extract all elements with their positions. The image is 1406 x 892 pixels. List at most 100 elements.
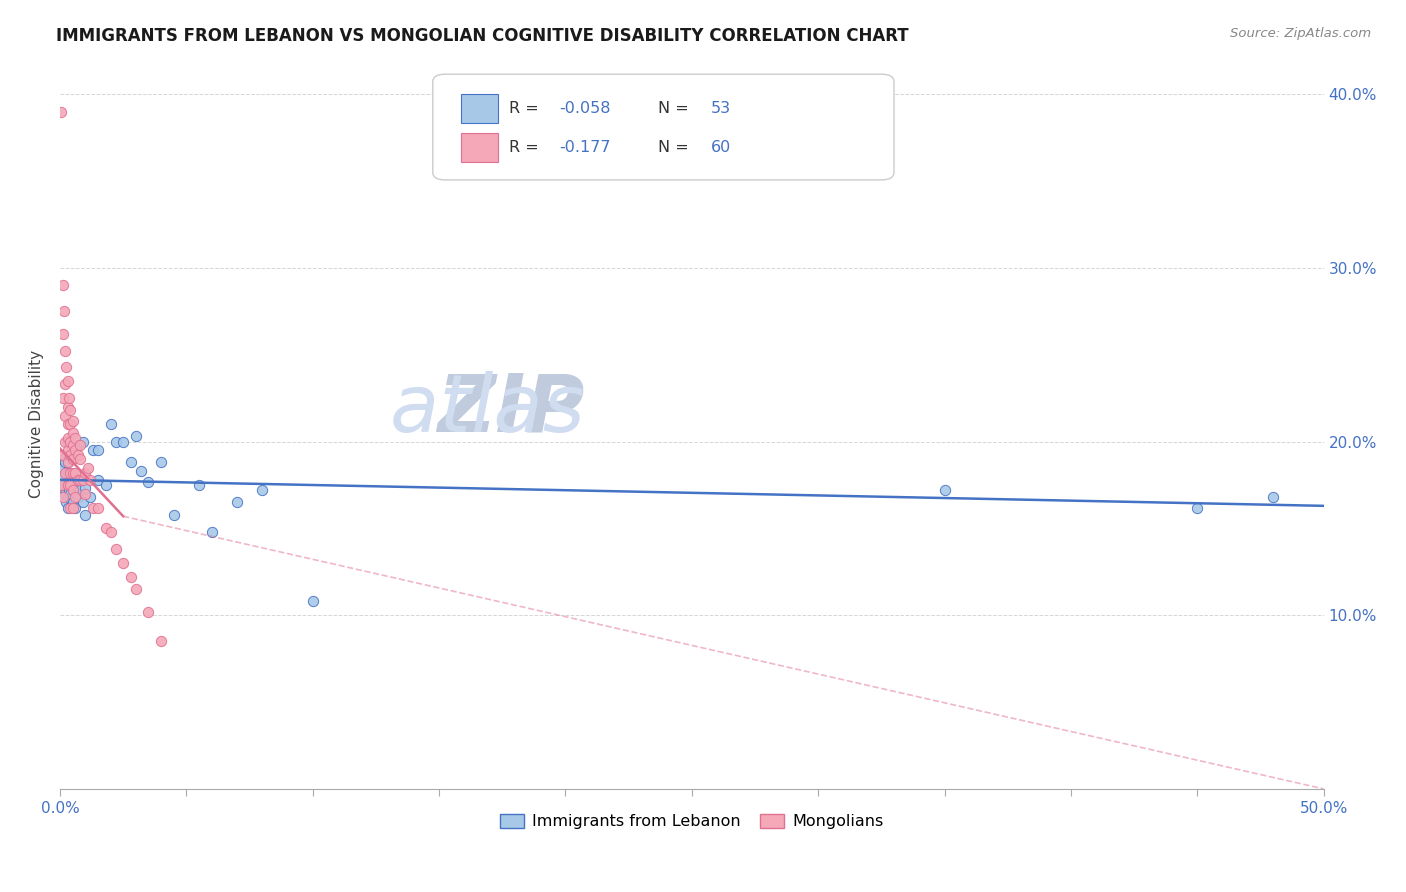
Point [79, 490, 101, 504]
Bar [461, 94, 499, 123]
Point [75, 466, 97, 480]
Point [55, 495, 77, 509]
Point [51, 449, 73, 463]
Point [62, 466, 84, 480]
Point [51, 490, 73, 504]
Point [66, 473, 89, 487]
Point [56, 374, 79, 388]
Point [59, 478, 82, 492]
Point [53, 478, 76, 492]
Text: IMMIGRANTS FROM LEBANON VS MONGOLIAN COGNITIVE DISABILITY CORRELATION CHART: IMMIGRANTS FROM LEBANON VS MONGOLIAN COG… [56, 27, 908, 45]
Point [62, 483, 84, 498]
Point [53, 466, 76, 480]
Text: Source: ZipAtlas.com: Source: ZipAtlas.com [1230, 27, 1371, 40]
Point [51, 478, 73, 492]
Point [59, 466, 82, 480]
Point [53, 377, 76, 392]
Point [63, 500, 86, 515]
Point [62, 438, 84, 452]
Point [66, 490, 89, 504]
Point [51, 391, 73, 405]
Point [104, 434, 127, 449]
Point [59, 500, 82, 515]
Point [62, 483, 84, 498]
Bar [461, 133, 499, 161]
Text: -0.177: -0.177 [560, 140, 610, 154]
Point [62, 469, 84, 483]
Point [125, 582, 148, 597]
Point [66, 438, 89, 452]
Point [55, 359, 77, 374]
Point [63, 466, 86, 480]
Point [138, 605, 160, 619]
Point [66, 449, 89, 463]
Point [75, 482, 97, 496]
Point [163, 508, 186, 522]
Point [51, 452, 73, 467]
Point [56, 455, 79, 469]
Point [201, 524, 224, 539]
Point [94, 521, 117, 535]
Point [56, 434, 79, 449]
FancyBboxPatch shape [433, 74, 894, 180]
Point [49, 104, 72, 119]
Point [59, 473, 82, 487]
Point [62, 414, 84, 428]
Text: -0.058: -0.058 [560, 101, 610, 116]
Text: atlas: atlas [184, 371, 585, 449]
Point [76, 460, 98, 475]
Point [188, 478, 211, 492]
Point [56, 466, 79, 480]
Point [52, 483, 75, 498]
Point [79, 473, 101, 487]
Point [51, 460, 73, 475]
Point [59, 449, 82, 463]
Point [63, 478, 86, 492]
Point [56, 443, 79, 458]
Point [59, 434, 82, 449]
Point [120, 570, 142, 584]
Point [56, 400, 79, 414]
Point [59, 486, 82, 500]
Point [53, 486, 76, 500]
Point [59, 417, 82, 432]
Legend: Immigrants from Lebanon, Mongolians: Immigrants from Lebanon, Mongolians [494, 807, 890, 836]
Point [69, 483, 91, 498]
Point [53, 455, 76, 469]
Point [52, 304, 75, 318]
Point [112, 556, 135, 570]
Point [69, 438, 91, 452]
Text: ZIP: ZIP [437, 371, 585, 449]
Point [58, 483, 80, 498]
Point [56, 478, 79, 492]
Point [250, 483, 273, 498]
Text: 53: 53 [711, 101, 731, 116]
Text: N =: N = [658, 140, 693, 154]
Point [56, 455, 79, 469]
Point [53, 409, 76, 423]
Point [72, 473, 94, 487]
Point [1187, 500, 1209, 515]
Point [75, 508, 97, 522]
Point [120, 455, 142, 469]
Point [53, 344, 76, 359]
Y-axis label: Cognitive Disability: Cognitive Disability [30, 351, 44, 499]
Point [62, 495, 84, 509]
Point [62, 500, 84, 515]
Point [63, 431, 86, 445]
Point [100, 417, 122, 432]
Point [87, 443, 110, 458]
Text: N =: N = [658, 101, 693, 116]
Point [58, 391, 80, 405]
Point [82, 500, 104, 515]
Point [56, 417, 79, 432]
Point [59, 403, 82, 417]
Point [51, 469, 73, 483]
Point [63, 490, 86, 504]
Point [63, 443, 86, 458]
Point [51, 478, 73, 492]
Text: R =: R = [509, 140, 544, 154]
Point [56, 490, 79, 504]
Point [100, 524, 122, 539]
Point [75, 486, 97, 500]
